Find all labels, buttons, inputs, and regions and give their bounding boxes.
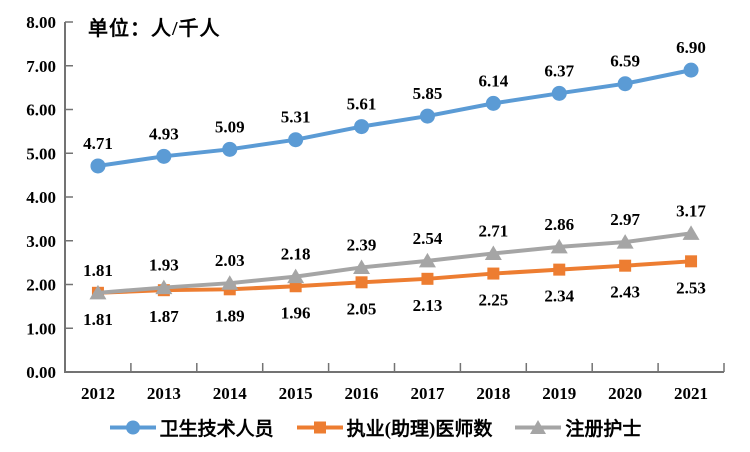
data-label: 6.14 xyxy=(478,71,508,90)
data-point-square-marker xyxy=(685,255,698,268)
x-tick-label: 2018 xyxy=(476,384,510,403)
data-label: 1.93 xyxy=(149,256,179,275)
data-label: 2.13 xyxy=(413,296,443,315)
x-tick-label: 2012 xyxy=(81,384,115,403)
chart-legend: 卫生技术人员 执业(助理)医师数 注册护士 xyxy=(0,414,750,441)
x-tick-label: 2021 xyxy=(674,384,708,403)
data-point-circle-marker xyxy=(222,141,238,157)
data-label: 2.43 xyxy=(610,283,640,302)
y-tick-label: 7.00 xyxy=(26,57,56,76)
x-tick-label: 2013 xyxy=(147,384,181,403)
series-line xyxy=(95,259,694,295)
data-label: 4.71 xyxy=(83,134,113,153)
chart-unit-label: 单位：人/千人 xyxy=(88,18,221,40)
data-point-square-marker xyxy=(487,267,500,280)
data-label: 2.71 xyxy=(478,221,508,240)
data-label: 2.54 xyxy=(413,229,443,248)
y-tick-label: 1.00 xyxy=(26,319,56,338)
data-label: 2.05 xyxy=(347,299,377,318)
y-tick-label: 6.00 xyxy=(26,101,56,120)
legend-label: 执业(助理)医师数 xyxy=(346,419,493,440)
y-tick-label: 5.00 xyxy=(26,144,56,163)
data-point-square-marker xyxy=(619,259,632,272)
series-registered-nurses: 1.81 1.93 2.03 2.18 2.39 2.54 2.71 2.86 2.97 3.17 xyxy=(83,201,706,300)
legend-triangle-marker-icon xyxy=(515,420,562,434)
data-label: 5.85 xyxy=(413,84,443,103)
data-label: 1.96 xyxy=(281,303,311,322)
data-label: 1.89 xyxy=(215,306,245,325)
x-tick-label: 2014 xyxy=(213,384,248,403)
legend-square-marker-icon xyxy=(296,421,343,434)
data-label: 1.87 xyxy=(149,307,179,326)
data-point-circle-marker xyxy=(617,76,633,92)
y-tick-label: 3.00 xyxy=(26,232,56,251)
data-label: 5.09 xyxy=(215,117,245,136)
data-label: 6.90 xyxy=(676,38,706,57)
legend-label: 卫生技术人员 xyxy=(159,419,274,440)
legend-item-registered-nurses: 注册护士 xyxy=(514,414,641,441)
y-tick-label: 4.00 xyxy=(26,188,56,207)
x-tick-label: 2015 xyxy=(279,384,313,403)
data-point-triangle-marker xyxy=(616,234,634,249)
legend-item-health-technical-personnel: 卫生技术人员 xyxy=(109,414,274,441)
y-tick-label: 2.00 xyxy=(26,276,56,295)
series-health-technical-personnel: 4.71 4.93 5.09 5.31 5.61 5.85 6.14 6.37 6.59 6.90 xyxy=(83,38,706,174)
data-label: 2.97 xyxy=(610,210,640,229)
data-label: 2.86 xyxy=(544,215,574,234)
data-label: 2.39 xyxy=(347,235,377,254)
data-point-square-marker xyxy=(421,272,434,285)
x-tick-label: 2020 xyxy=(608,384,642,403)
data-point-circle-marker xyxy=(485,95,501,111)
x-tick-label: 2019 xyxy=(542,384,576,403)
data-point-triangle-marker xyxy=(89,284,107,300)
data-point-triangle-marker xyxy=(682,225,700,240)
data-point-circle-marker xyxy=(354,119,370,135)
data-label: 4.93 xyxy=(149,124,179,143)
data-label: 5.61 xyxy=(347,95,377,114)
data-point-triangle-marker xyxy=(287,268,305,284)
data-point-circle-marker xyxy=(551,85,567,101)
data-point-circle-marker xyxy=(419,108,435,124)
data-point-triangle-marker xyxy=(353,259,371,274)
data-label: 2.03 xyxy=(215,251,245,270)
legend-label: 注册护士 xyxy=(565,419,642,440)
y-tick-label: 0.00 xyxy=(26,363,56,382)
data-label: 2.18 xyxy=(281,245,311,264)
data-point-triangle-marker xyxy=(418,252,436,268)
legend-item-licensed-assistant-physicians: 执业(助理)医师数 xyxy=(296,414,493,441)
data-point-square-marker xyxy=(289,280,302,293)
data-point-circle-marker xyxy=(90,158,106,174)
data-point-circle-marker xyxy=(683,62,699,78)
data-label: 5.31 xyxy=(281,108,311,127)
data-point-square-marker xyxy=(553,263,566,276)
data-label: 2.53 xyxy=(676,278,706,297)
data-point-square-marker xyxy=(355,276,368,289)
data-label: 6.37 xyxy=(544,61,574,80)
data-label: 3.17 xyxy=(676,201,706,220)
y-tick-label: 8.00 xyxy=(26,13,56,32)
x-tick-label: 2016 xyxy=(345,384,379,403)
data-label: 2.25 xyxy=(478,291,508,310)
data-point-triangle-marker xyxy=(484,245,502,260)
data-label: 1.81 xyxy=(83,261,113,280)
data-point-triangle-marker xyxy=(155,279,173,295)
data-label: 6.59 xyxy=(610,52,640,71)
data-point-triangle-marker xyxy=(221,275,239,290)
series-line xyxy=(95,231,694,295)
data-point-circle-marker xyxy=(288,132,304,148)
data-point-circle-marker xyxy=(156,148,172,164)
series-line xyxy=(95,68,694,168)
legend-circle-marker-icon xyxy=(109,420,156,435)
data-label: 2.34 xyxy=(544,287,574,306)
data-point-triangle-marker xyxy=(550,238,568,254)
x-tick-label: 2017 xyxy=(410,384,445,403)
data-label: 1.81 xyxy=(83,310,113,329)
